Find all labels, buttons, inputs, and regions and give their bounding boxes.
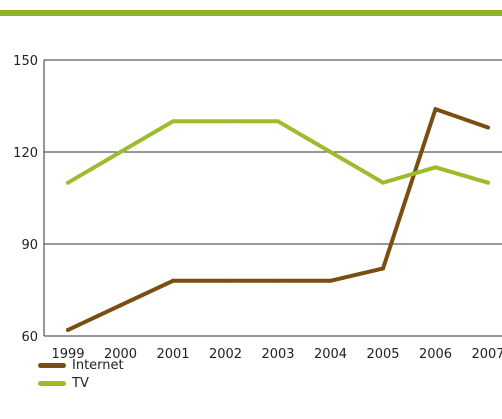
data-point-tv [486, 180, 490, 185]
data-point-internet [276, 278, 280, 283]
header-accent-bar [0, 10, 502, 16]
data-point-tv [171, 119, 175, 124]
grid-lines [43, 59, 502, 337]
data-point-tv [66, 180, 70, 185]
legend-label-tv: TV [72, 375, 89, 391]
x-tick-label: 2005 [366, 347, 399, 362]
data-point-internet [118, 303, 123, 308]
data-point-tv [118, 150, 123, 154]
data-point-tv [433, 165, 438, 170]
x-tick-label: 1999 [51, 347, 84, 362]
data-point-internet [433, 107, 438, 112]
legend-label-internet: Internet [72, 357, 124, 373]
x-tick-label: 2006 [419, 347, 452, 362]
x-tick-label: 2007 [471, 347, 502, 362]
data-point-internet [381, 266, 385, 271]
data-point-tv [276, 119, 280, 124]
y-axis-ticks: 60 90 120 150 [13, 54, 38, 345]
y-tick-label: 90 [21, 238, 38, 253]
legend-item-tv: TV [38, 374, 124, 392]
x-tick-label: 2000 [104, 347, 137, 362]
x-tick-label: 2001 [156, 347, 189, 362]
y-tick-label: 60 [21, 330, 38, 345]
series-line-internet [66, 107, 490, 332]
series-lines [66, 107, 490, 332]
legend-swatch-tv [38, 380, 66, 386]
data-point-tv [223, 119, 228, 124]
data-point-internet [66, 327, 70, 332]
y-tick-label: 150 [13, 54, 38, 69]
legend-swatch-internet [38, 362, 66, 368]
data-point-internet [223, 278, 228, 283]
y-tick-label: 120 [13, 146, 38, 161]
x-tick-label: 2002 [209, 347, 242, 362]
data-point-internet [328, 278, 333, 283]
legend: Internet TV [38, 356, 124, 392]
data-point-internet [486, 125, 490, 130]
x-tick-label: 2004 [314, 347, 347, 362]
x-tick-label: 2003 [261, 347, 294, 362]
x-axis-ticks: 1999 2000 2001 2002 2003 2004 2005 2006 2007 [51, 347, 502, 362]
data-point-tv [328, 150, 333, 154]
data-point-internet [171, 278, 175, 283]
data-point-tv [381, 180, 385, 185]
legend-item-internet: Internet [38, 356, 124, 374]
